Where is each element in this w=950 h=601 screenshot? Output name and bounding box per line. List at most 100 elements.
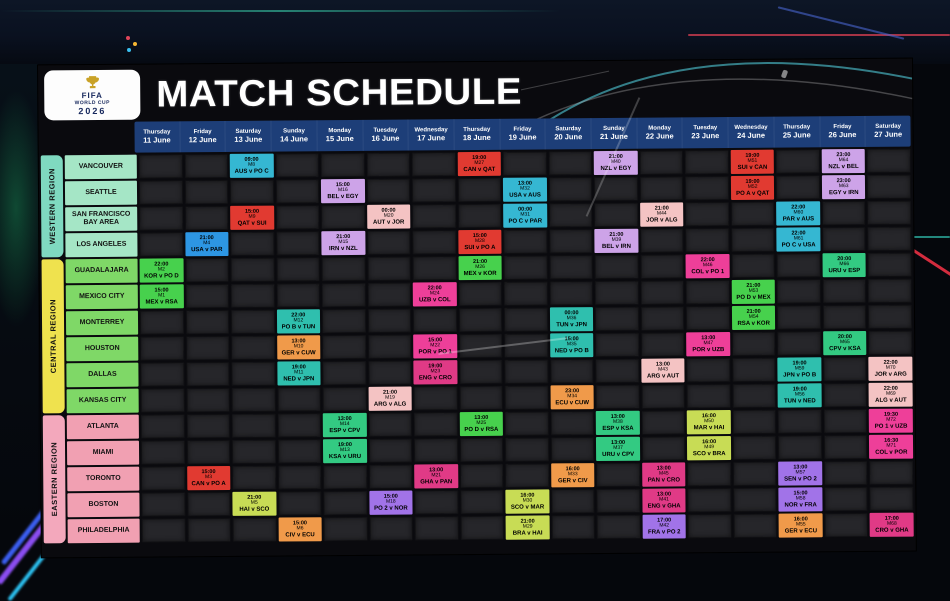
match-cell-m26: 21:00 M26 MEX v KOR: [458, 255, 502, 281]
date-column-header: Monday 15 June: [317, 119, 364, 152]
empty-schedule-cell: [686, 280, 730, 305]
empty-schedule-cell: [822, 226, 866, 252]
empty-schedule-cell: [640, 332, 685, 357]
empty-schedule-cell: [276, 257, 320, 282]
match-teams: AUT v JOR: [372, 219, 405, 226]
empty-schedule-cell: [367, 256, 411, 281]
empty-schedule-cell: [367, 334, 412, 359]
match-teams: CPV v KSA: [829, 345, 861, 352]
empty-schedule-cell: [412, 178, 456, 203]
match-teams: PO D v RSA: [464, 426, 499, 433]
empty-schedule-cell: [460, 489, 504, 515]
empty-schedule-cell: [459, 385, 503, 411]
match-cell-m44: 21:00 M44 JOR v ALG: [639, 202, 684, 227]
city-label-kansas-city: KANSAS CITY: [66, 388, 139, 414]
match-cell-m39: 21:00 M39 BEL v IRN: [594, 228, 639, 254]
match-cell-m70: 22:00 M70 JOR v ARG: [868, 356, 913, 381]
match-cell-m15: 21:00 M15 IRN v NZL: [321, 230, 366, 256]
match-cell-m21: 13:00 M21 GHA v PAN: [414, 464, 459, 489]
empty-schedule-cell: [277, 491, 322, 516]
empty-schedule-cell: [277, 465, 322, 490]
empty-schedule-cell: [596, 488, 641, 514]
empty-schedule-cell: [412, 230, 457, 255]
match-cell-m24: 22:00 M24 UZB v COL: [412, 282, 457, 307]
match-teams: UZB v COL: [418, 296, 451, 303]
empty-schedule-cell: [778, 409, 822, 434]
red-light-streak-top: [688, 34, 950, 36]
match-cell-m20: 00:00 M20 AUT v JOR: [366, 204, 411, 229]
match-cell-m65: 20:00 M65 CPV v KSA: [823, 330, 867, 356]
empty-schedule-cell: [733, 487, 777, 512]
city-label-atlanta: ATLANTA: [66, 414, 139, 440]
empty-schedule-cell: [457, 203, 502, 229]
match-cell-m42: 17:00 M42 FRA v PO 2: [642, 514, 687, 539]
empty-schedule-cell: [823, 408, 868, 434]
match-cell-m29: 21:00 M29 BRA v HAI: [505, 515, 550, 540]
match-teams: PO 1 v UZB: [874, 423, 908, 430]
match-cell-m49: 16:00 M49 SCO v BRA: [687, 436, 732, 461]
empty-schedule-cell: [777, 331, 822, 356]
empty-schedule-cell: [460, 515, 504, 541]
column-date-label: 15 June: [325, 133, 354, 143]
column-date-label: 21 June: [599, 131, 628, 141]
match-cell-m60: 22:00 M60 PAR v AUS: [776, 201, 821, 226]
column-date-label: 19 June: [508, 132, 537, 142]
empty-schedule-cell: [550, 437, 595, 462]
empty-schedule-cell: [232, 517, 277, 542]
empty-schedule-cell: [594, 254, 639, 280]
match-cell-m27: 19:00 M27 CAN v QAT: [457, 151, 502, 177]
empty-schedule-cell: [867, 148, 911, 173]
empty-schedule-cell: [732, 435, 777, 460]
empty-schedule-cell: [367, 308, 412, 333]
match-teams: URU v CPV: [602, 451, 635, 458]
empty-schedule-cell: [733, 461, 777, 486]
city-label-miami: MIAMI: [66, 440, 140, 466]
city-label-monterrey: MONTERREY: [65, 310, 139, 336]
page-title: MATCH SCHEDULE: [156, 70, 523, 115]
match-teams: NZL v EGY: [600, 165, 632, 172]
match-teams: URU v ESP: [828, 267, 861, 274]
column-date-label: 23 June: [691, 130, 720, 140]
match-teams: NED v PO B: [554, 347, 589, 354]
match-cell-m40: 21:00 M40 NZL v EGY: [593, 150, 638, 176]
empty-schedule-cell: [869, 460, 914, 485]
empty-schedule-cell: [776, 149, 820, 174]
empty-schedule-cell: [504, 307, 548, 332]
empty-schedule-cell: [503, 281, 548, 306]
city-label-toronto: TORONTO: [67, 466, 140, 492]
date-column-header: Sunday 14 June: [271, 120, 318, 152]
empty-schedule-cell: [732, 383, 777, 408]
empty-schedule-cell: [548, 203, 593, 228]
empty-schedule-cell: [596, 462, 641, 488]
match-teams: BRA v HAI: [512, 529, 543, 537]
empty-schedule-cell: [231, 361, 276, 386]
empty-schedule-cell: [140, 388, 185, 413]
empty-schedule-cell: [230, 283, 275, 308]
empty-schedule-cell: [186, 387, 230, 413]
empty-schedule-cell: [639, 150, 684, 175]
empty-schedule-cell: [321, 256, 366, 282]
match-cell-m12: 22:00 M12 PO B v TUN: [276, 309, 321, 334]
logo-year-text: 2026: [78, 105, 107, 117]
empty-schedule-cell: [184, 179, 229, 205]
empty-schedule-cell: [229, 179, 274, 204]
empty-schedule-cell: [504, 333, 549, 358]
empty-schedule-cell: [548, 151, 593, 176]
match-teams: USA v AUS: [509, 192, 541, 199]
city-label-dallas: DALLAS: [66, 362, 139, 388]
empty-schedule-cell: [685, 228, 730, 253]
match-cell-m45: 13:00 M45 PAN v CRO: [641, 462, 686, 487]
empty-schedule-cell: [140, 362, 185, 387]
match-cell-m43: 13:00 M43 ARG v AUT: [641, 358, 685, 383]
match-cell-m33: 16:00 M33 GER v CIV: [550, 463, 595, 488]
match-teams: NZL v BEL: [828, 163, 859, 170]
match-teams: KSA v URU: [328, 453, 362, 460]
empty-schedule-cell: [277, 439, 322, 464]
match-cell-m19: 21:00 M19 ARG v ALG: [368, 386, 412, 411]
match-cell-m69: 22:00 M69 ALG v AUT: [869, 382, 913, 407]
match-cell-m32: 13:00 M32 USA v AUS: [503, 177, 547, 202]
match-cell-m37: 13:00 M37 URU v CPV: [596, 436, 640, 462]
match-cell-m46: 22:00 M46 COL v PO 1: [685, 254, 730, 279]
match-teams: TUN v NED: [783, 397, 816, 405]
city-label-houston: HOUSTON: [66, 336, 139, 362]
